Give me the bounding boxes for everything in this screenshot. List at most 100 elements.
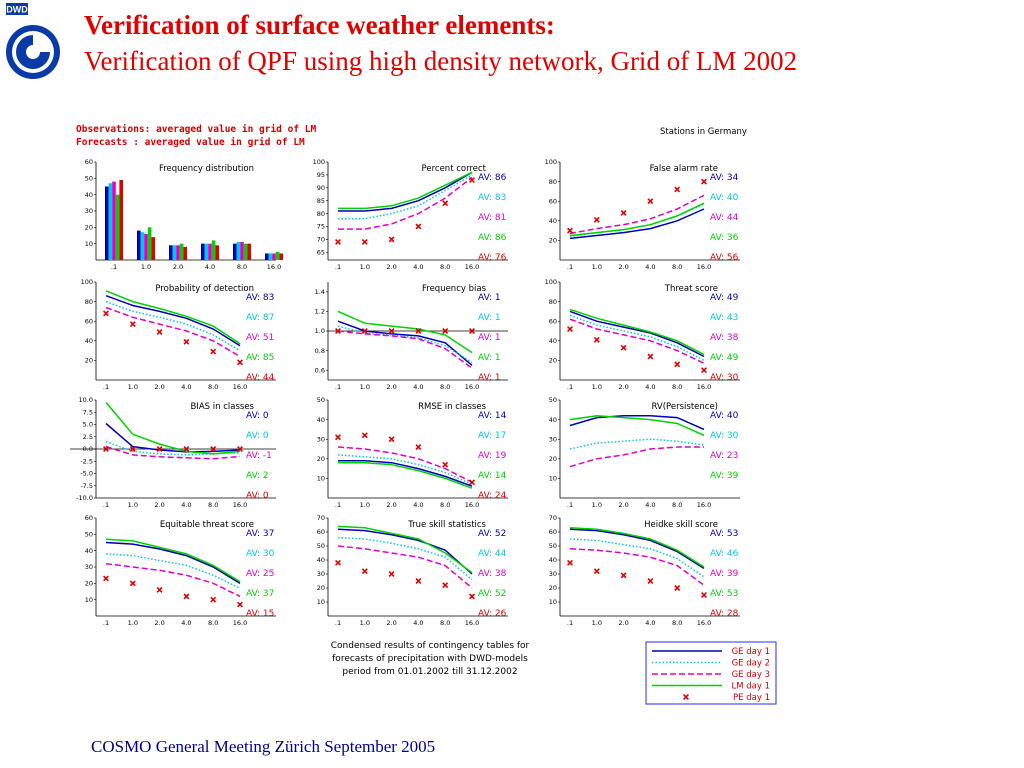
caption-line-2: forecasts of precipitation with DWD-mode… xyxy=(332,654,528,664)
chart-true-skill-statistics: 10 20 30 40 50 60 70 True skill statistics .1 1.0… xyxy=(317,514,508,627)
point-pe-day-1 xyxy=(701,178,707,185)
av-label-lm-day-1: AV: 86 xyxy=(478,233,507,243)
y-tick-label: 7.5 xyxy=(83,408,93,416)
x-tick-label: 16.0 xyxy=(233,501,247,509)
y-tick-label: 1.0 xyxy=(315,327,325,335)
y-tick-label: 20 xyxy=(549,455,557,463)
y-tick-label: 40 xyxy=(85,547,93,555)
y-tick-label: 10 xyxy=(317,598,325,606)
y-tick-label: 50 xyxy=(85,175,93,183)
series-ge-day-3 xyxy=(337,446,473,483)
av-label-ge-day-1: AV: 53 xyxy=(710,529,738,539)
chart-false-alarm-rate: 20 40 60 80 100 False alarm rate .1 1.0 2.0 4.0 8.… xyxy=(545,158,740,271)
av-label-ge-day-1: AV: 0 xyxy=(246,411,269,421)
y-tick-label: 20 xyxy=(85,357,93,365)
series-ge-day-3 xyxy=(105,445,241,460)
bar-pe-day-1 xyxy=(183,246,187,260)
chart-heidke-skill-score: 10 20 30 40 50 60 70 Heidke skill score .1 1.0 2.0… xyxy=(549,514,740,627)
svg-text:DWD: DWD xyxy=(6,5,28,15)
legend-label-lm-day-1: LM day 1 xyxy=(731,682,770,692)
av-label-ge-day-1: AV: 49 xyxy=(710,293,739,303)
x-tick-label: 2.0 xyxy=(618,383,628,391)
series-ge-day-1 xyxy=(338,171,473,212)
x-tick-label: 16.0 xyxy=(233,619,247,627)
bar-lm-day-1 xyxy=(211,240,216,260)
series-lm-day-1 xyxy=(337,310,473,354)
av-label-ge-day-3: AV: 23 xyxy=(710,451,738,461)
y-tick-label: 30 xyxy=(317,570,325,578)
point-pe-day-1 xyxy=(647,578,654,584)
verification-figure: Observations: averaged value in grid of … xyxy=(70,124,777,705)
bar-ge-day-2 xyxy=(172,245,177,260)
x-tick-label: 4.0 xyxy=(645,619,655,627)
chart-title: Heidke skill score xyxy=(644,520,718,530)
point-pe-day-1 xyxy=(674,585,681,591)
bar-ge-day-3 xyxy=(176,245,180,260)
bar-pe-day-1 xyxy=(151,237,155,260)
series-lm-day-1 xyxy=(569,414,705,436)
point-pe-day-1 xyxy=(701,367,707,374)
x-tick-label: 16.0 xyxy=(465,383,479,391)
x-tick-label: 16.0 xyxy=(697,383,711,391)
point-pe-day-1 xyxy=(361,568,368,575)
y-tick-label: 20 xyxy=(317,584,325,592)
point-pe-day-1 xyxy=(620,344,627,351)
av-label-ge-day-2: AV: 87 xyxy=(246,313,274,323)
y-tick-label: 50 xyxy=(85,531,93,539)
bar-ge-day-1 xyxy=(137,230,141,260)
point-pe-day-1 xyxy=(129,580,136,587)
series-ge-day-3 xyxy=(337,330,473,369)
y-tick-label: -10.0 xyxy=(76,494,93,502)
point-pe-day-1 xyxy=(567,326,573,333)
x-tick-label: .1 xyxy=(103,501,109,509)
series-ge-day-2 xyxy=(569,438,705,450)
series-lm-day-1 xyxy=(338,171,473,210)
point-pe-day-1 xyxy=(647,353,654,360)
y-tick-label: 2.5 xyxy=(83,433,93,441)
x-tick-label: 1.0 xyxy=(592,619,602,627)
av-label-pe-day-1: AV: 1 xyxy=(478,373,501,383)
bar-ge-day-3 xyxy=(272,253,276,260)
point-pe-day-1 xyxy=(469,328,475,334)
y-tick-label: 0.8 xyxy=(315,347,325,355)
av-label-ge-day-2: AV: 43 xyxy=(710,313,738,323)
av-label-ge-day-2: AV: 30 xyxy=(246,549,275,559)
x-tick-label: .1 xyxy=(103,619,109,627)
av-label-ge-day-3: AV: 81 xyxy=(478,213,506,223)
dwd-logo: DWD xyxy=(6,3,60,79)
av-label-lm-day-1: AV: 37 xyxy=(246,589,274,599)
x-tick-label: 1.0 xyxy=(592,263,602,271)
x-tick-label: 4.0 xyxy=(205,263,215,271)
point-pe-day-1 xyxy=(442,582,449,589)
x-tick-label: 2.0 xyxy=(154,619,164,627)
x-tick-label: 4.0 xyxy=(413,263,423,271)
av-label-lm-day-1: AV: 39 xyxy=(710,471,739,481)
y-tick-label: 40 xyxy=(317,556,325,564)
caption-line-1: Condensed results of contingency tables … xyxy=(331,641,530,651)
series-ge-day-3 xyxy=(569,194,705,235)
point-pe-day-1 xyxy=(183,338,190,345)
point-pe-day-1 xyxy=(361,432,368,439)
y-tick-label: 1.4 xyxy=(315,288,325,296)
av-label-ge-day-1: AV: 52 xyxy=(478,529,506,539)
point-pe-day-1 xyxy=(388,328,395,334)
y-tick-label: 0.6 xyxy=(315,366,325,374)
point-pe-day-1 xyxy=(183,446,190,452)
point-pe-day-1 xyxy=(361,238,368,245)
bar-ge-day-1 xyxy=(105,186,109,260)
y-tick-label: 60 xyxy=(317,528,325,536)
y-tick-label: 70 xyxy=(317,236,325,244)
av-label-ge-day-1: AV: 83 xyxy=(246,293,274,303)
chart-title: True skill statistics xyxy=(407,520,486,530)
av-label-pe-day-1: AV: 44 xyxy=(246,373,275,383)
point-pe-day-1 xyxy=(567,227,573,234)
chart-probability-of-detection: 20 40 60 80 100 Probability of detection .1 1.0… xyxy=(81,278,276,391)
series-ge-day-1 xyxy=(105,422,241,453)
chart-frequency-bias: 0.6 0.8 1.0 1.2 1.4 Frequency bias .1 1.0 2.0 4.0… xyxy=(315,282,508,391)
y-tick-label: 40 xyxy=(549,337,557,345)
bar-lm-day-1 xyxy=(243,243,248,260)
legend-label-ge-day-3: GE day 3 xyxy=(732,670,770,680)
y-tick-label: -5.0 xyxy=(80,470,93,478)
series-ge-day-2 xyxy=(338,174,473,220)
